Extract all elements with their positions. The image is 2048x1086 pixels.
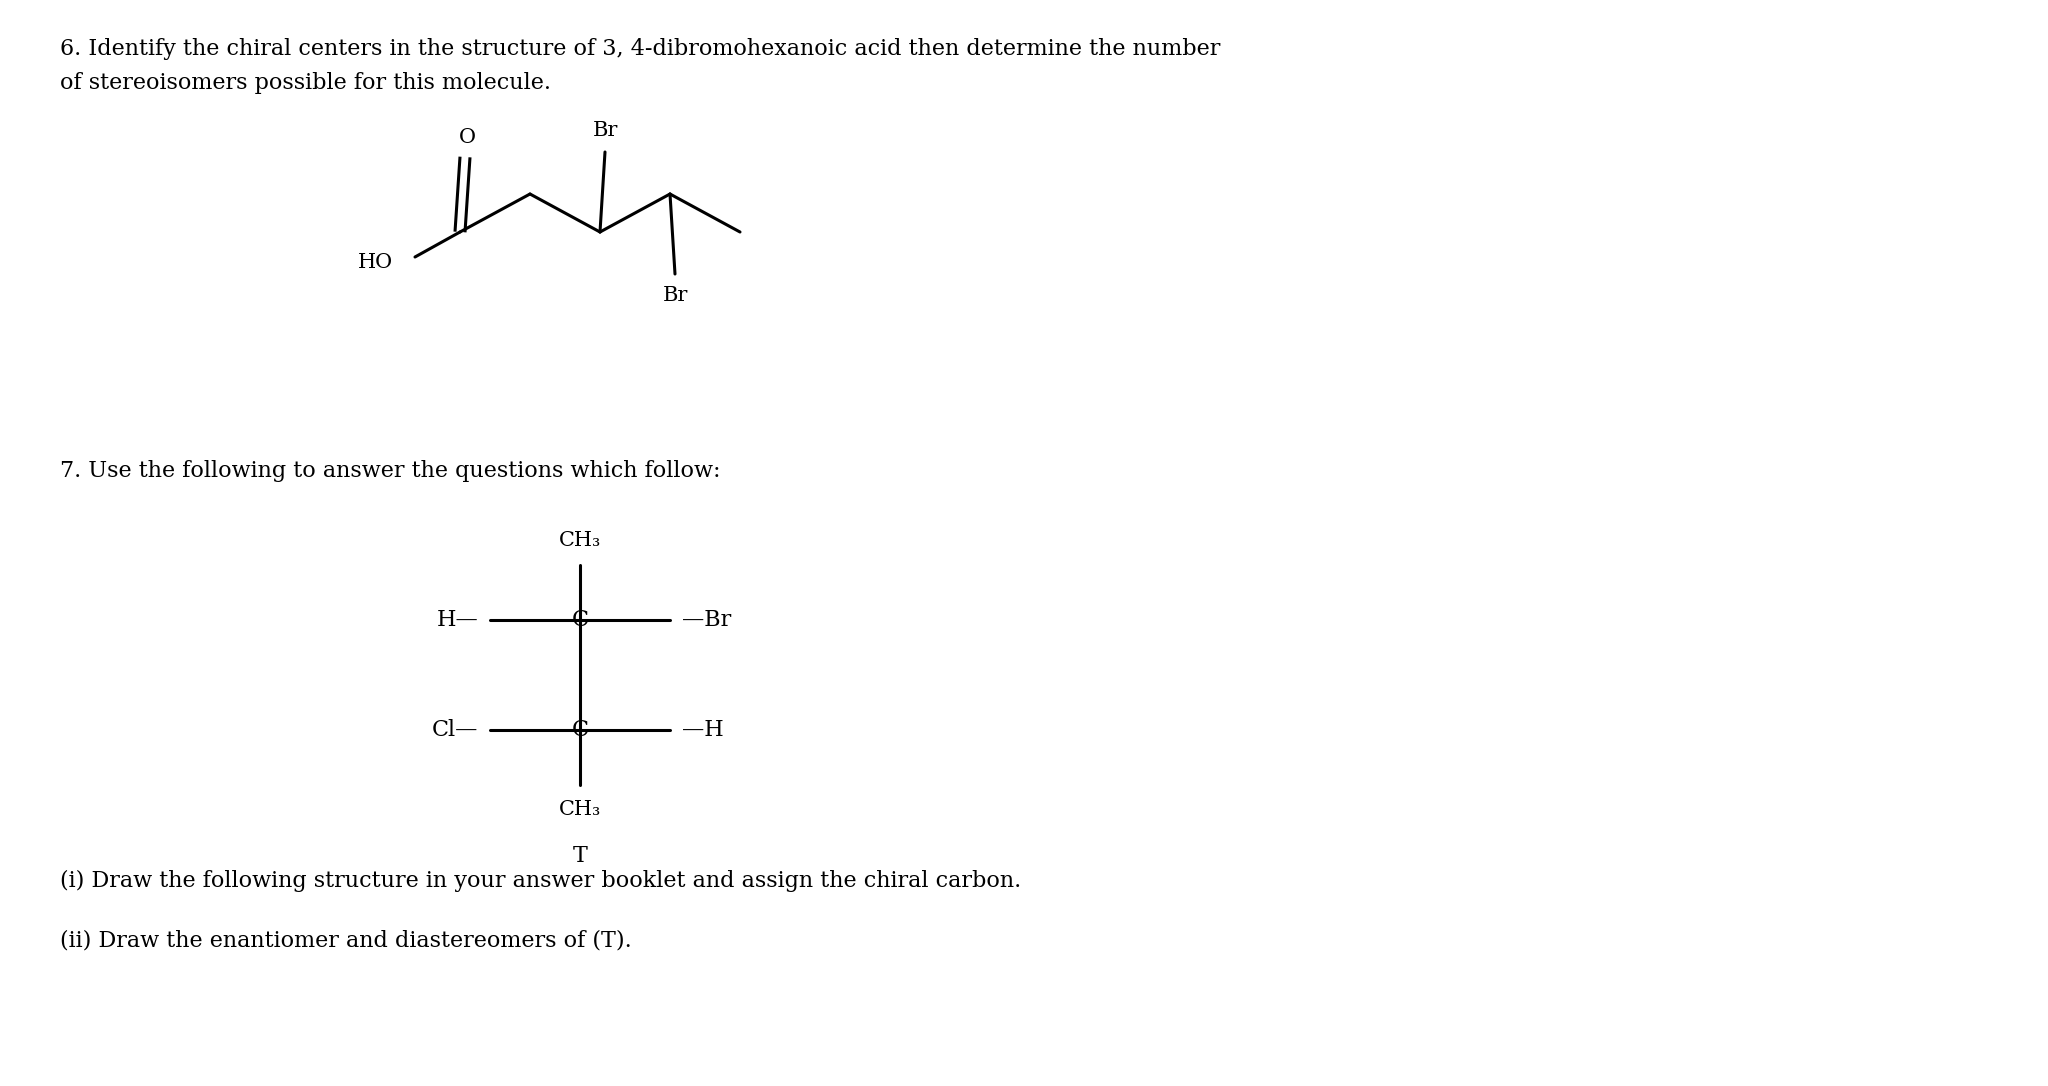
Text: —H: —H xyxy=(682,719,723,741)
Text: (i) Draw the following structure in your answer booklet and assign the chiral ca: (i) Draw the following structure in your… xyxy=(59,870,1022,892)
Text: O: O xyxy=(459,128,475,147)
Text: Br: Br xyxy=(662,286,688,305)
Text: T: T xyxy=(573,845,588,867)
Text: H—: H— xyxy=(436,609,477,631)
Text: C: C xyxy=(571,719,588,741)
Text: (ii) Draw the enantiomer and diastereomers of (T).: (ii) Draw the enantiomer and diastereome… xyxy=(59,930,631,952)
Text: of stereoisomers possible for this molecule.: of stereoisomers possible for this molec… xyxy=(59,72,551,94)
Text: 7. Use the following to answer the questions which follow:: 7. Use the following to answer the quest… xyxy=(59,460,721,482)
Text: Cl—: Cl— xyxy=(432,719,477,741)
Text: —Br: —Br xyxy=(682,609,731,631)
Text: HO: HO xyxy=(358,253,393,272)
Text: CH₃: CH₃ xyxy=(559,531,602,550)
Text: C: C xyxy=(571,609,588,631)
Text: Br: Br xyxy=(592,121,618,140)
Text: 6. Identify the chiral centers in the structure of 3, 4-dibromohexanoic acid the: 6. Identify the chiral centers in the st… xyxy=(59,38,1221,60)
Text: CH₃: CH₃ xyxy=(559,800,602,819)
